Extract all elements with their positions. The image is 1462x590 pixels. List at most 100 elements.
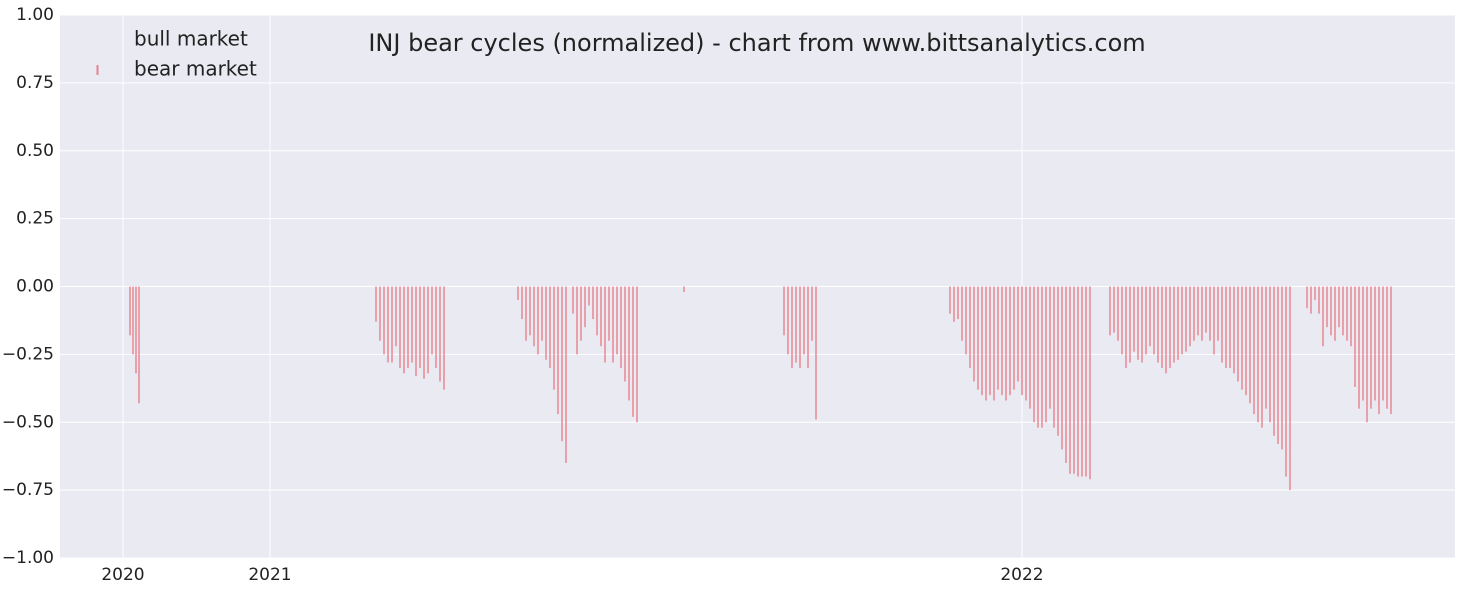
bar bbox=[517, 286, 519, 301]
bar bbox=[799, 286, 801, 368]
bar bbox=[1253, 286, 1255, 415]
chart-title: INJ bear cycles (normalized) - chart fro… bbox=[368, 29, 1145, 57]
bar bbox=[969, 286, 971, 368]
bar bbox=[1350, 286, 1352, 347]
bar bbox=[521, 286, 523, 320]
bar bbox=[1029, 286, 1031, 409]
bar bbox=[1053, 286, 1055, 428]
y-tick-label: −0.75 bbox=[2, 480, 54, 500]
bar bbox=[1125, 286, 1127, 368]
bar bbox=[1265, 286, 1267, 409]
bar bbox=[1181, 286, 1183, 355]
bar bbox=[989, 286, 991, 396]
bar bbox=[977, 286, 979, 390]
bar bbox=[1129, 286, 1131, 363]
bar bbox=[541, 286, 543, 341]
bar bbox=[407, 286, 409, 368]
bar bbox=[1370, 286, 1372, 409]
bar bbox=[1117, 286, 1119, 341]
bar bbox=[379, 286, 381, 341]
bar bbox=[1213, 286, 1215, 355]
bar bbox=[1269, 286, 1271, 423]
x-tick-label: 2020 bbox=[101, 565, 144, 585]
bar bbox=[803, 286, 805, 355]
bar bbox=[1049, 286, 1051, 409]
bar bbox=[1326, 286, 1328, 328]
bar bbox=[604, 286, 606, 363]
bar bbox=[439, 286, 441, 382]
y-tick-label: −1.00 bbox=[2, 548, 54, 568]
bar bbox=[1169, 286, 1171, 368]
bar bbox=[1041, 286, 1043, 428]
bar bbox=[423, 286, 425, 379]
y-tick-label: 0.00 bbox=[16, 277, 54, 297]
x-tick-label: 2021 bbox=[248, 565, 291, 585]
bar bbox=[411, 286, 413, 363]
bar bbox=[1189, 286, 1191, 347]
bar bbox=[1077, 286, 1079, 477]
bar bbox=[683, 286, 685, 292]
bar bbox=[628, 286, 630, 401]
bar bbox=[1318, 286, 1320, 314]
bar bbox=[600, 286, 602, 347]
bar bbox=[985, 286, 987, 401]
bar bbox=[419, 286, 421, 368]
bar bbox=[1229, 286, 1231, 368]
bar bbox=[1390, 286, 1392, 415]
bar bbox=[1217, 286, 1219, 341]
y-tick-label: 0.25 bbox=[16, 209, 54, 229]
bar bbox=[584, 286, 586, 328]
bar bbox=[1382, 286, 1384, 401]
bar bbox=[1314, 286, 1316, 301]
bar bbox=[997, 286, 999, 390]
legend-label: bull market bbox=[134, 27, 248, 51]
bar bbox=[1342, 286, 1344, 336]
bar bbox=[1354, 286, 1356, 387]
bar bbox=[993, 286, 995, 401]
bar bbox=[431, 286, 433, 355]
bar bbox=[545, 286, 547, 360]
bar bbox=[965, 286, 967, 355]
bar bbox=[1013, 286, 1015, 390]
bar bbox=[620, 286, 622, 368]
bar bbox=[973, 286, 975, 382]
bar bbox=[1021, 286, 1023, 396]
bar bbox=[580, 286, 582, 341]
bar bbox=[1285, 286, 1287, 477]
bar bbox=[612, 286, 614, 363]
bar bbox=[1009, 286, 1011, 396]
bar bbox=[1358, 286, 1360, 409]
bar bbox=[807, 286, 809, 368]
bar bbox=[1277, 286, 1279, 444]
bar bbox=[375, 286, 377, 322]
bar bbox=[565, 286, 567, 463]
bar bbox=[1362, 286, 1364, 401]
bar bbox=[1205, 286, 1207, 333]
bar bbox=[1045, 286, 1047, 423]
bar bbox=[138, 286, 140, 404]
bar bbox=[632, 286, 634, 417]
bar bbox=[1069, 286, 1071, 474]
bar bbox=[1025, 286, 1027, 401]
bar bbox=[596, 286, 598, 336]
bar bbox=[1209, 286, 1211, 341]
bar bbox=[795, 286, 797, 363]
bar bbox=[1073, 286, 1075, 474]
bar bbox=[1017, 286, 1019, 382]
bar bbox=[1197, 286, 1199, 336]
bar bbox=[572, 286, 574, 314]
bar bbox=[1289, 286, 1291, 491]
bar bbox=[1161, 286, 1163, 368]
bar bbox=[549, 286, 551, 368]
bar bbox=[1145, 286, 1147, 355]
bar bbox=[1374, 286, 1376, 401]
bar bbox=[525, 286, 527, 341]
bar bbox=[1273, 286, 1275, 436]
y-tick-label: 1.00 bbox=[16, 5, 54, 25]
bar bbox=[949, 286, 951, 314]
bar bbox=[815, 286, 817, 420]
bar bbox=[529, 286, 531, 336]
bar bbox=[1201, 286, 1203, 341]
bar bbox=[1081, 286, 1083, 477]
